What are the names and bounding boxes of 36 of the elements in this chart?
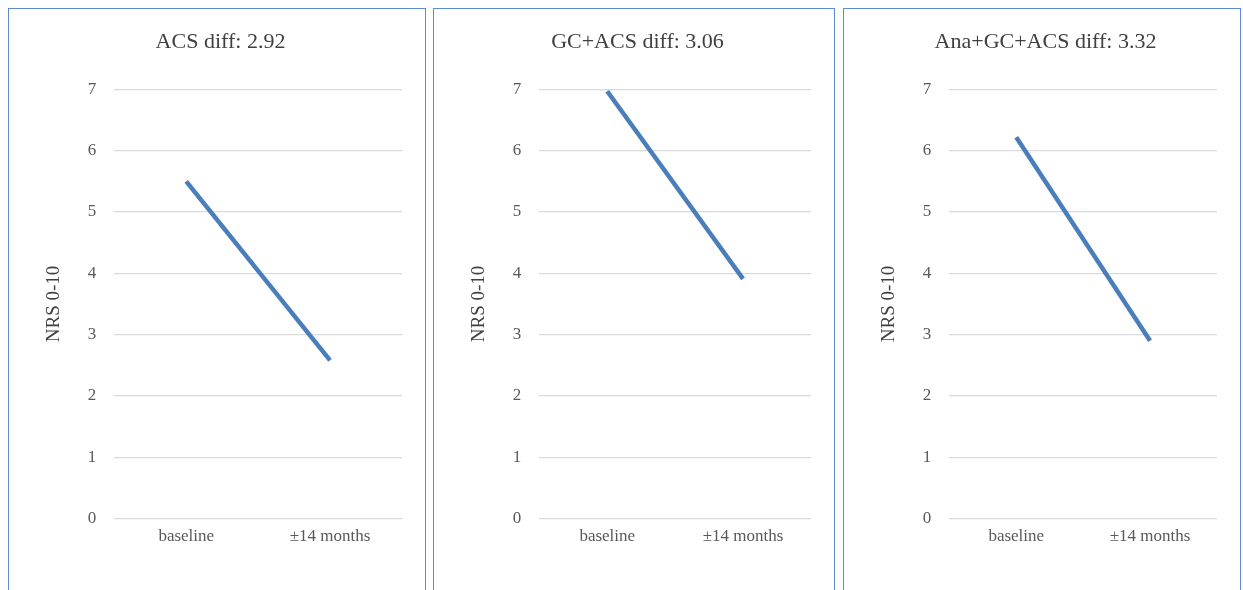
y-tick-label: 2 [512,385,522,405]
y-tick-label: 1 [87,446,97,466]
y-tick-label: 4 [87,262,97,282]
y-axis-title: NRS 0-10 [42,265,64,343]
y-tick-label: 1 [922,446,932,466]
chart-title: Ana+GC+ACS diff: 3.32 [934,27,1157,53]
y-tick-label: 3 [87,324,97,344]
y-tick-label: 6 [512,140,522,160]
y-tick-label: 3 [922,324,932,344]
y-tick-label: 6 [87,140,97,160]
y-tick-label: 0 [512,508,522,528]
y-tick-label: 4 [512,262,522,282]
y-tick-label: 3 [512,324,522,344]
y-axis-title: NRS 0-10 [467,265,489,343]
x-tick-label: ±14 months [289,526,371,546]
y-tick-label: 2 [922,385,932,405]
y-tick-label: 7 [87,78,97,98]
y-axis-title: NRS 0-10 [877,265,899,343]
y-tick-label: 2 [87,385,97,405]
x-tick-label: ±14 months [702,526,784,546]
y-tick-label: 1 [512,446,522,466]
y-tick-label: 5 [922,201,932,221]
y-tick-label: 0 [922,508,932,528]
x-tick-label: baseline [579,526,636,546]
x-tick-label: ±14 months [1109,526,1191,546]
chart-title: GC+ACS diff: 3.06 [551,27,724,53]
x-tick-label: baseline [988,526,1045,546]
y-tick-label: 7 [512,78,522,98]
y-tick-label: 7 [922,78,932,98]
y-tick-label: 5 [512,201,522,221]
x-tick-label: baseline [158,526,215,546]
chart-title: ACS diff: 2.92 [155,27,286,53]
y-tick-label: 4 [922,262,932,282]
y-tick-label: 0 [87,508,97,528]
y-tick-label: 5 [87,201,97,221]
y-tick-label: 6 [922,140,932,160]
